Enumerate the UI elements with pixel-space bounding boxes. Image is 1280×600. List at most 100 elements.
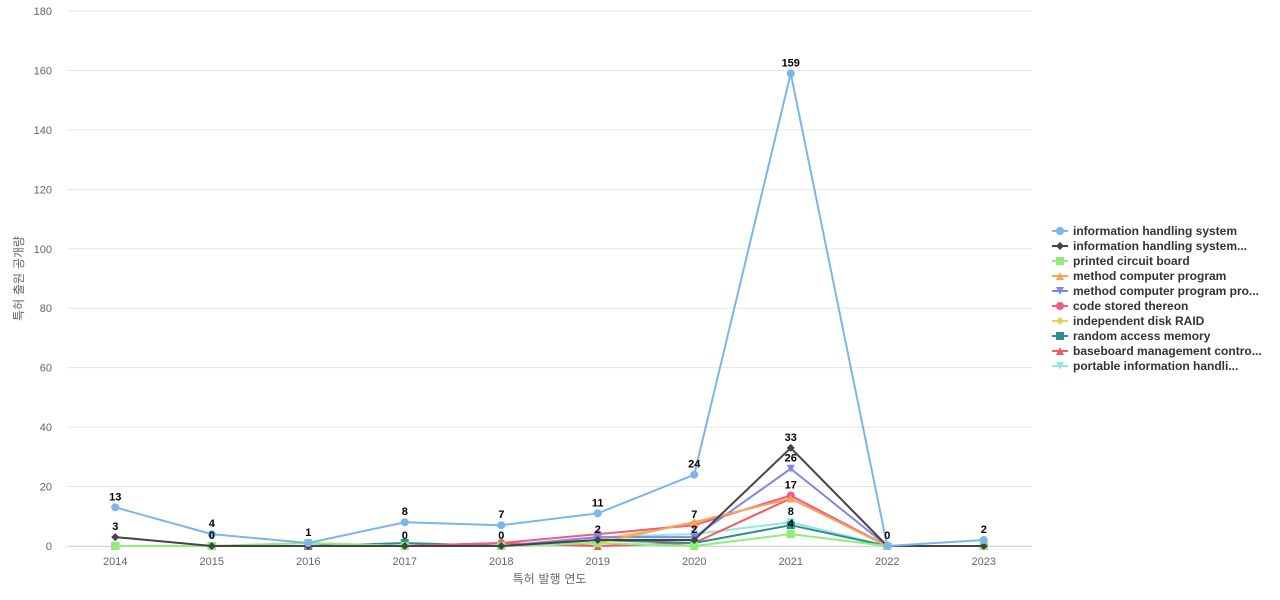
data-label: 0 bbox=[402, 530, 408, 542]
data-label: 4 bbox=[788, 518, 795, 530]
data-point bbox=[497, 542, 506, 550]
data-label: 7 bbox=[498, 509, 504, 521]
data-label: 17 bbox=[785, 479, 797, 491]
x-tick-label: 2016 bbox=[296, 556, 320, 568]
legend-label: random access memory bbox=[1073, 329, 1211, 343]
legend-item[interactable]: printed circuit board bbox=[1052, 254, 1190, 268]
data-label: 0 bbox=[209, 530, 215, 542]
data-label: 8 bbox=[402, 506, 408, 518]
legend-marker bbox=[1056, 332, 1064, 340]
legend-item[interactable]: independent disk RAID bbox=[1052, 314, 1205, 328]
data-point bbox=[786, 530, 795, 539]
legend-marker bbox=[1056, 242, 1064, 250]
x-tick-label: 2020 bbox=[682, 556, 706, 568]
legend-marker bbox=[1056, 362, 1064, 370]
legend-label: baseboard management contro... bbox=[1073, 344, 1262, 358]
data-point bbox=[593, 509, 602, 518]
legend-label: printed circuit board bbox=[1073, 254, 1190, 268]
series-0 bbox=[111, 69, 988, 550]
y-tick-label: 180 bbox=[34, 6, 52, 18]
series-line bbox=[114, 533, 985, 547]
y-tick-label: 140 bbox=[34, 125, 52, 137]
x-tick-label: 2014 bbox=[103, 556, 127, 568]
data-label: 8 bbox=[788, 506, 794, 518]
data-point bbox=[786, 494, 795, 503]
legend-item[interactable]: baseboard management contro... bbox=[1052, 344, 1262, 358]
data-point bbox=[400, 542, 409, 550]
x-tick-label: 2023 bbox=[972, 556, 996, 568]
legend-item[interactable]: information handling system... bbox=[1052, 239, 1247, 253]
data-point bbox=[979, 536, 988, 545]
legend-marker bbox=[1056, 227, 1064, 235]
data-point bbox=[690, 536, 699, 545]
data-point bbox=[497, 521, 506, 530]
x-tick-label: 2015 bbox=[200, 556, 224, 568]
legend-label: portable information handli... bbox=[1073, 359, 1238, 373]
legend-label: information handling system... bbox=[1073, 239, 1247, 253]
data-label: 2 bbox=[981, 524, 987, 536]
data-label: 2 bbox=[595, 524, 601, 536]
legend-label: method computer program bbox=[1073, 269, 1226, 283]
legend-label: information handling system bbox=[1073, 224, 1237, 238]
data-point bbox=[207, 542, 216, 550]
y-tick-label: 80 bbox=[40, 303, 52, 315]
data-label: 3 bbox=[112, 521, 118, 533]
data-label: 13 bbox=[109, 491, 121, 503]
legend-item[interactable]: information handling system bbox=[1052, 224, 1237, 238]
data-label: 11 bbox=[592, 497, 604, 509]
data-label: 24 bbox=[688, 459, 701, 471]
y-tick-label: 60 bbox=[40, 363, 52, 375]
legend-marker bbox=[1056, 302, 1064, 310]
data-point bbox=[111, 503, 120, 512]
y-tick-label: 0 bbox=[46, 541, 52, 553]
legend-item[interactable]: method computer program bbox=[1052, 269, 1226, 283]
data-label: 0 bbox=[498, 530, 504, 542]
data-label: 159 bbox=[782, 57, 800, 69]
data-point bbox=[304, 539, 313, 548]
legend-label: independent disk RAID bbox=[1073, 314, 1205, 328]
y-axis-title: 특허 출원 공개량 bbox=[12, 236, 26, 321]
data-point bbox=[111, 533, 120, 542]
x-axis-ticks: 2014 2015 2016 2017 2018 2019 2020 2021 2022 2023 bbox=[103, 556, 996, 568]
data-point bbox=[207, 530, 216, 539]
series-line bbox=[114, 72, 985, 547]
data-point bbox=[979, 542, 988, 550]
data-point bbox=[690, 518, 699, 527]
data-label: 7 bbox=[691, 509, 697, 521]
series-line bbox=[114, 467, 985, 547]
data-label: 26 bbox=[785, 453, 797, 465]
legend-item[interactable]: code stored thereon bbox=[1052, 299, 1188, 313]
data-point bbox=[883, 542, 892, 550]
legend-item[interactable]: method computer program pro... bbox=[1052, 284, 1259, 298]
data-label: 1 bbox=[305, 527, 311, 539]
data-point bbox=[786, 69, 795, 78]
y-tick-label: 120 bbox=[34, 184, 52, 196]
data-point bbox=[786, 464, 795, 473]
y-axis-ticks: 0 20 40 60 80 100 120 140 160 180 bbox=[34, 6, 52, 553]
y-tick-label: 100 bbox=[34, 244, 52, 256]
x-tick-label: 2018 bbox=[489, 556, 513, 568]
data-point bbox=[111, 542, 120, 550]
series-1 bbox=[111, 443, 988, 550]
legend-item[interactable]: random access memory bbox=[1052, 329, 1211, 343]
legend-label: method computer program pro... bbox=[1073, 284, 1259, 298]
series-line bbox=[114, 446, 985, 547]
data-label: 33 bbox=[785, 432, 797, 444]
data-point bbox=[690, 542, 699, 550]
x-tick-label: 2019 bbox=[586, 556, 610, 568]
y-tick-label: 20 bbox=[40, 482, 52, 494]
y-tick-label: 40 bbox=[40, 422, 52, 434]
legend-marker bbox=[1056, 272, 1064, 280]
data-label: 0 bbox=[884, 530, 890, 542]
series-lines bbox=[111, 69, 988, 550]
data-label: 4 bbox=[209, 518, 216, 530]
x-axis-title: 특허 발행 연도 bbox=[513, 571, 587, 586]
legend-item[interactable]: portable information handli... bbox=[1052, 359, 1238, 373]
legend-label: code stored thereon bbox=[1073, 299, 1188, 313]
x-tick-label: 2022 bbox=[875, 556, 899, 568]
x-tick-label: 2017 bbox=[393, 556, 417, 568]
y-tick-label: 160 bbox=[34, 65, 52, 77]
